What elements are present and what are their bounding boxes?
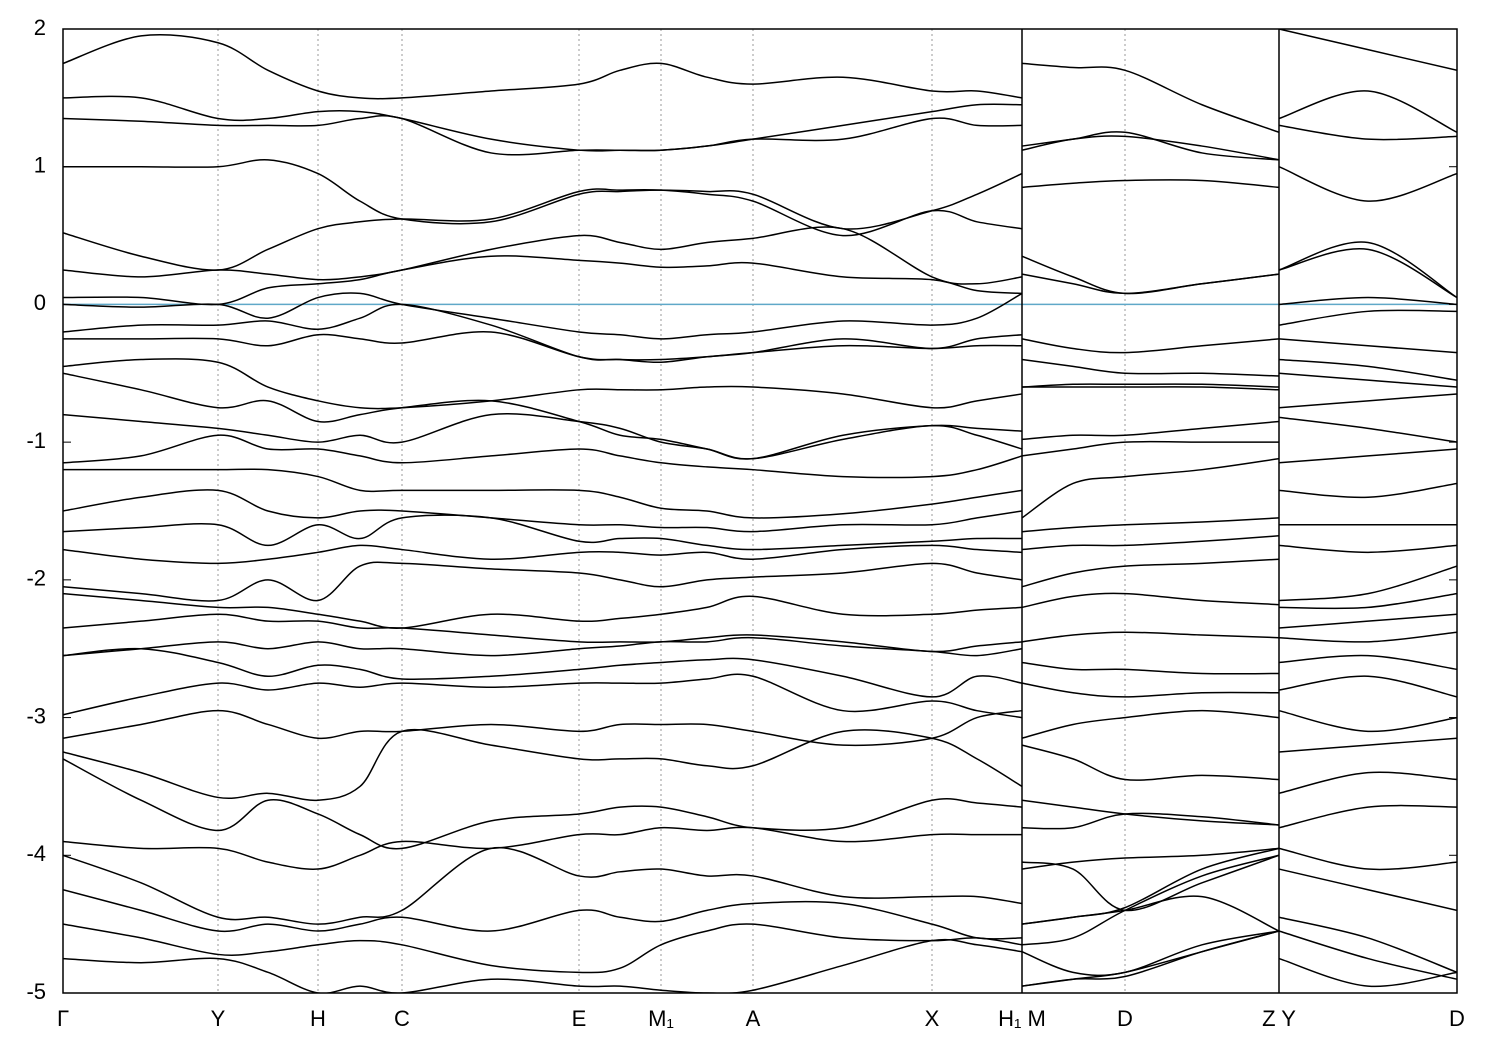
band <box>63 330 1457 391</box>
band <box>63 592 1457 698</box>
x-tick-label: C <box>394 1006 410 1031</box>
x-tick-label: Y <box>211 1006 226 1031</box>
x-tick-label: D <box>1449 1006 1465 1031</box>
band <box>63 854 1457 980</box>
band <box>63 613 1457 739</box>
band <box>63 636 1457 781</box>
band <box>63 358 1457 441</box>
band <box>63 728 1457 932</box>
band <box>63 468 1457 551</box>
x-tick-label: Γ <box>57 1006 69 1031</box>
bands-layer <box>63 29 1457 993</box>
band <box>63 29 1457 133</box>
grid-layer <box>62 29 1458 993</box>
band <box>63 489 1457 588</box>
band <box>63 930 1457 993</box>
x-tick-label: A <box>746 1006 761 1031</box>
x-tick-label: Z Y <box>1262 1006 1296 1031</box>
band <box>63 561 1457 675</box>
y-tick-label: -1 <box>26 428 46 453</box>
x-tick-label: H₁ M <box>998 1006 1046 1031</box>
band <box>63 226 1457 299</box>
band <box>63 647 1457 826</box>
band <box>63 847 1457 974</box>
band <box>63 709 1457 870</box>
axes-layer: -5 -4 -3 -2 -1 0 1 2 Γ Y H C E M₁ A X H₁ M D Z Y D <box>26 15 1465 1031</box>
band <box>63 188 1457 299</box>
band <box>63 514 1457 609</box>
band <box>63 434 1457 533</box>
x-tick-label: E <box>572 1006 587 1031</box>
y-tick-label: -5 <box>26 979 46 1004</box>
x-tick-label: X <box>925 1006 940 1031</box>
plot-frame <box>62 28 1458 994</box>
y-tick-label: 2 <box>34 15 46 40</box>
band <box>63 255 1457 354</box>
band <box>63 114 1457 161</box>
band <box>63 158 1457 230</box>
x-tick-label: M₁ <box>648 1006 674 1031</box>
y-tick-label: -2 <box>26 566 46 591</box>
y-tick-label: 0 <box>34 290 46 315</box>
band <box>63 544 1457 643</box>
x-tick-label: D <box>1117 1006 1133 1031</box>
y-tick-label: 1 <box>34 153 46 178</box>
x-tick-label: H <box>310 1006 326 1031</box>
band <box>63 413 1457 519</box>
band <box>63 673 1457 830</box>
y-tick-label: -3 <box>26 703 46 728</box>
y-tick-label: -4 <box>26 841 46 866</box>
band <box>63 292 1457 377</box>
band <box>63 846 1457 925</box>
